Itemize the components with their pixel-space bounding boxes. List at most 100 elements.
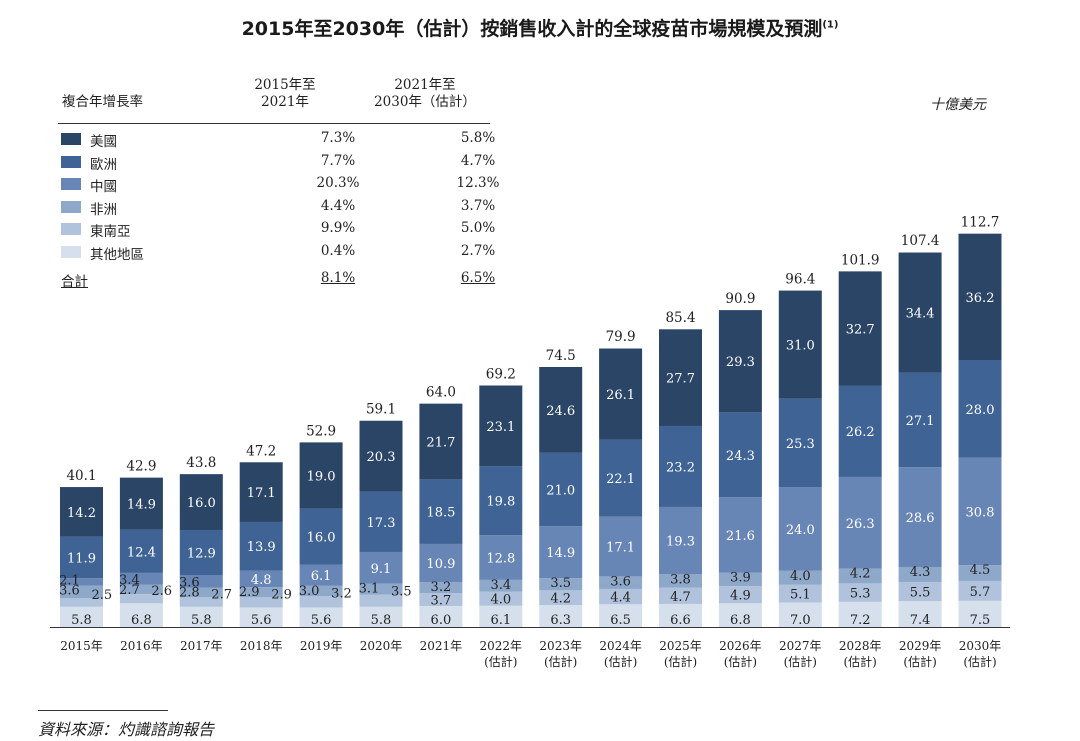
legend-swatch — [61, 246, 81, 258]
bar-segment — [479, 579, 523, 592]
bar-total-label: 59.1 — [366, 402, 396, 418]
cagr-header-label: 複合年增長率 — [62, 94, 143, 110]
bar-segment — [239, 597, 283, 608]
title-footnote-marker: (1) — [822, 19, 839, 31]
bar-segment — [958, 233, 1002, 361]
x-axis-tick-label: 2030年 — [959, 639, 1002, 653]
bar-total-label: 79.9 — [606, 329, 636, 345]
bar-value-label: 5.1 — [790, 588, 811, 603]
bar-value-label: 3.0 — [299, 584, 320, 599]
x-axis-tick-label: 2018年 — [240, 639, 283, 653]
cagr-2021-2030-value: 3.7% — [460, 197, 496, 214]
bar-value-label: 19.0 — [307, 470, 336, 485]
bar-segment — [718, 586, 762, 604]
bar-value-label: 2.5 — [92, 588, 113, 603]
bar-segment — [718, 497, 762, 573]
bar-value-label: 16.0 — [187, 496, 216, 511]
bar-total-label: 42.9 — [126, 458, 156, 474]
bar-value-label: 5.7 — [970, 585, 991, 600]
bar-segment — [659, 587, 702, 604]
bar-value-label: 3.5 — [550, 576, 571, 591]
bar-value-label: 4.8 — [251, 573, 272, 588]
x-axis-tick-label: 2027年 — [779, 639, 822, 653]
x-axis-tick-label: 2024年 — [599, 639, 642, 653]
bar-segment — [718, 412, 762, 498]
chart-title: 2015年至2030年（估計）按銷售收入計的全球疫苗市場規模及預測(1) — [0, 14, 1080, 41]
bar-value-label: 5.8 — [191, 613, 212, 628]
total-label: 合計 — [61, 274, 88, 290]
bar-segment — [239, 587, 283, 598]
cagr-2015-2021-value: 20.3% — [316, 175, 360, 192]
x-axis-tick-label: 2026年 — [719, 639, 762, 653]
bar-segment — [958, 580, 1002, 601]
bar-value-label: 21.6 — [726, 529, 755, 544]
bar-segment — [60, 598, 103, 607]
bar-segment — [898, 252, 942, 373]
total-cagr-2015-2021: 8.1% — [320, 270, 356, 286]
bar-segment — [179, 574, 223, 588]
bar-segment — [838, 601, 882, 627]
bar-segment — [539, 590, 583, 606]
bar-value-label: 3.6 — [179, 576, 200, 591]
bar-segment — [419, 479, 463, 544]
legend-region-name: 美國 — [90, 134, 117, 150]
legend-swatch — [61, 155, 81, 168]
bar-value-label: 2.1 — [59, 573, 80, 588]
bar-value-label: 28.0 — [966, 403, 995, 418]
bar-segment — [539, 366, 583, 453]
bar-segment — [60, 606, 103, 627]
bar-segment — [898, 372, 942, 468]
bar-value-label: 14.9 — [127, 498, 156, 513]
bar-value-label: 12.4 — [127, 545, 156, 560]
bar-value-label: 24.0 — [786, 523, 815, 538]
bar-value-label: 17.1 — [247, 486, 276, 501]
bar-segment — [419, 593, 463, 607]
legend-region-name: 歐洲 — [90, 156, 117, 173]
x-axis-tick-label: 2025年 — [659, 639, 702, 653]
bar-value-label: 6.3 — [550, 613, 571, 628]
bar-segment — [539, 526, 583, 579]
x-axis-tick-label: 2020年 — [360, 639, 403, 653]
bar-segment — [958, 457, 1002, 566]
x-axis-tick-label: 2021年 — [420, 639, 463, 653]
cagr-2015-2021-value: 9.9% — [320, 220, 356, 237]
bar-segment — [179, 597, 223, 607]
cagr-2015-2021-value: 4.4% — [320, 197, 356, 214]
x-axis-tick-label: (估計) — [604, 654, 637, 669]
bar-total-label: 40.1 — [66, 468, 96, 484]
legend-swatch — [61, 178, 81, 191]
bar-total-label: 85.4 — [665, 310, 695, 326]
legend-region-name: 東南亞 — [90, 224, 131, 241]
bar-total-label: 112.7 — [961, 215, 1000, 231]
bar-segment — [419, 403, 463, 480]
bar-segment — [119, 477, 163, 530]
bar-segment — [778, 487, 822, 571]
bar-value-label: 28.6 — [906, 511, 935, 526]
bar-segment — [479, 535, 523, 580]
bar-segment — [659, 603, 702, 627]
bar-total-label: 69.2 — [486, 366, 516, 382]
bar-segment — [599, 576, 643, 589]
bar-value-label: 4.9 — [730, 589, 751, 604]
bar-value-label: 5.5 — [910, 586, 931, 601]
bar-segment — [359, 491, 403, 552]
x-axis-tick-label: 2017年 — [180, 639, 223, 653]
legend-row: 非洲 4.4% 3.7% — [58, 196, 495, 218]
bar-segment — [179, 606, 223, 627]
x-axis-tick-label: 2023年 — [539, 639, 582, 653]
bar-segment — [718, 572, 762, 587]
bar-value-label: 2.8 — [179, 586, 200, 601]
bar-value-label: 14.9 — [546, 546, 575, 561]
bar-segment — [359, 594, 403, 607]
x-axis-tick-label: (估計) — [724, 654, 757, 669]
title-text: 2015年至2030年（估計）按銷售收入計的全球疫苗市場規模及預測 — [241, 18, 823, 40]
bar-value-label: 4.5 — [970, 563, 991, 578]
bar-value-label: 27.1 — [906, 414, 935, 429]
bar-segment — [898, 581, 942, 602]
bar-value-label: 19.8 — [486, 495, 515, 510]
bar-value-label: 5.8 — [71, 613, 92, 628]
x-axis-tick-label: (估計) — [963, 654, 996, 669]
cagr-col2-header: 2021年至 2030年（估計） — [360, 77, 490, 111]
cagr-2015-2021-value: 0.4% — [320, 243, 356, 259]
bar-segment — [359, 551, 403, 584]
